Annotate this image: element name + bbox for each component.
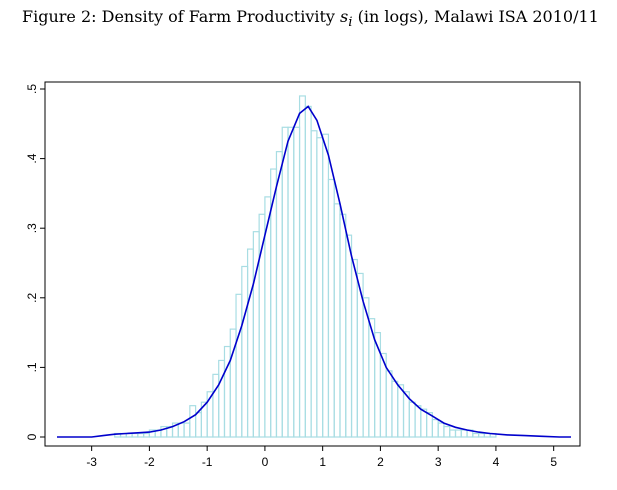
histogram-bar [408, 401, 416, 438]
density-line [57, 105, 571, 438]
histogram-bar [316, 137, 324, 438]
histogram-bar [189, 405, 197, 438]
histogram-bar [431, 419, 439, 438]
y-tick-label: .3 [25, 223, 39, 233]
histogram-bar [397, 384, 405, 438]
histogram-bar [246, 248, 254, 438]
histogram-bar [454, 429, 462, 438]
x-tick-label: 5 [550, 455, 557, 469]
histogram-bars [114, 95, 497, 438]
histogram-bar [345, 234, 353, 438]
histogram-bar [235, 293, 243, 438]
x-tick-label: 1 [319, 455, 326, 469]
histogram-bar [385, 370, 393, 438]
histogram-bar [472, 432, 480, 438]
x-tick-label: 3 [435, 455, 442, 469]
histogram-bar [322, 133, 330, 438]
y-tick-label: .1 [25, 362, 39, 372]
histogram-bar [420, 408, 428, 438]
x-tick-label: -2 [144, 455, 155, 469]
histogram-bar [218, 359, 226, 438]
histogram-bar [310, 130, 318, 438]
x-tick-label: -3 [86, 455, 97, 469]
x-tick-label: 2 [377, 455, 384, 469]
histogram-bar [414, 405, 422, 438]
y-tick-label: 0 [25, 433, 39, 440]
histogram-bar [212, 373, 220, 438]
histogram-bar [177, 422, 185, 438]
histogram-bar [275, 151, 283, 438]
x-axis: -3 -2 -1 0 1 2 3 4 5 [86, 446, 557, 469]
x-tick-label: 4 [493, 455, 500, 469]
histogram-bar [293, 126, 301, 438]
x-tick-label: 0 [262, 455, 269, 469]
histogram-bar [327, 178, 335, 438]
histogram-bar [281, 126, 289, 438]
histogram-bar [449, 429, 457, 438]
histogram-bar [131, 432, 139, 438]
histogram-bar [477, 432, 485, 438]
histogram-bar [241, 265, 249, 438]
caption-prefix: Figure 2: Density of Farm Productivity [22, 7, 341, 26]
y-tick-label: .4 [25, 153, 39, 163]
x-tick-label: -1 [202, 455, 213, 469]
y-axis: 0 .1 .2 .3 .4 .5 [25, 84, 45, 440]
histogram-bar [333, 203, 341, 438]
histogram-bar [183, 422, 191, 438]
plot-frame [44, 81, 581, 447]
figure-caption: Figure 2: Density of Farm Productivity s… [22, 7, 612, 30]
caption-suffix: (in logs), Malawi ISA 2010/11 [352, 7, 599, 26]
histogram-bar [437, 422, 445, 438]
caption-subscript: i [348, 15, 353, 31]
histogram-bar [143, 432, 151, 438]
histogram-bar [195, 412, 202, 438]
y-tick-label: .5 [25, 84, 39, 94]
y-tick-label: .2 [25, 292, 39, 302]
histogram-bar [287, 126, 295, 438]
histogram-bar [137, 432, 145, 438]
histogram-bar [304, 105, 312, 438]
histogram-bar [350, 258, 358, 438]
histogram-bar [339, 213, 347, 438]
histogram-bar [460, 429, 468, 438]
caption-symbol: s [340, 7, 349, 26]
histogram-bar [223, 345, 231, 438]
histogram-bar [298, 95, 306, 438]
histogram-bar [391, 380, 399, 438]
histogram-bar [443, 425, 451, 438]
